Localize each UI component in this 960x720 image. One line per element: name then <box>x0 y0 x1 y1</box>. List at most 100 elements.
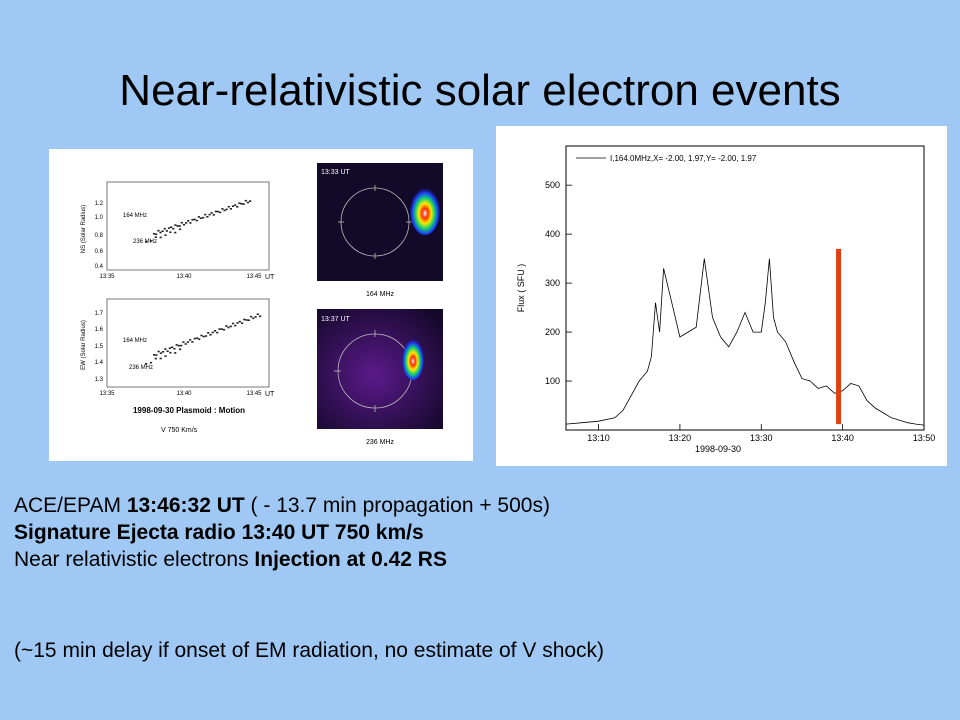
scatter-point <box>154 357 157 360</box>
scatter-point <box>155 354 158 356</box>
scatter-point <box>145 363 148 365</box>
scatter-point <box>159 357 162 360</box>
scatter-point <box>207 332 210 334</box>
scatter-point <box>241 322 244 324</box>
scatter-point <box>164 234 167 236</box>
y-axis-label: Flux ( SFU ) <box>516 264 526 313</box>
y-tick-label: 400 <box>545 229 560 239</box>
scatter-point <box>179 228 182 231</box>
ew-ytick: 1.5 <box>95 344 104 350</box>
scatter-point <box>182 341 185 343</box>
scatter-point <box>145 241 148 243</box>
ew-position-plot: EW (Solar Radius) 1.7 1.6 1.5 1.4 1.3 13… <box>81 298 275 398</box>
ew-label-164: 164 MHz <box>123 338 147 344</box>
ew-ylabel: EW (Solar Radius) <box>81 320 87 370</box>
scatter-point <box>199 217 203 219</box>
scatter-point <box>176 225 179 227</box>
scatter-point <box>186 341 189 343</box>
scatter-point <box>182 223 186 226</box>
slide-title: Near-relativistic solar electron events <box>119 66 841 115</box>
y-tick-label: 100 <box>545 376 560 386</box>
scatter-point <box>221 208 224 210</box>
scatter-point <box>214 210 218 213</box>
scatter-point <box>189 222 192 224</box>
ew-xunit: UT <box>265 391 275 398</box>
scatter-point <box>172 227 175 230</box>
x-tick-label: 13:20 <box>669 433 692 443</box>
scatter-point <box>174 352 177 354</box>
flux-chart: I,164.0MHz,X= -2.00, 1.97,Y= -2.00, 1.97… <box>516 145 935 454</box>
ns-ytick: 0.4 <box>95 264 104 270</box>
scatter-point <box>256 313 259 316</box>
scatter-point <box>238 202 241 204</box>
ace-epam-label: ACE/EPAM <box>14 494 127 517</box>
scatter-point <box>154 236 157 238</box>
scatter-point <box>179 348 182 351</box>
ns-position-plot: NS (Solar Radius) 1.2 1.0 0.8 0.6 0.4 13… <box>81 181 275 281</box>
scatter-point <box>210 212 213 214</box>
image-top-time: 13:33 UT <box>321 169 351 176</box>
ace-epam-time: 13:46:32 UT <box>126 494 245 517</box>
scatter-point <box>189 339 192 341</box>
scatter-point <box>164 348 167 350</box>
scatter-point <box>227 205 230 208</box>
scatter-point <box>219 211 222 214</box>
ew-ytick: 1.3 <box>95 377 104 383</box>
scatter-point <box>159 352 162 354</box>
scatter-point <box>223 209 226 212</box>
y-axis-ticks: 100 200 300 400 500 <box>545 180 572 386</box>
scatter-point <box>197 216 200 218</box>
ns-xtick: 13:35 <box>99 274 115 280</box>
scatter-point <box>174 224 177 226</box>
scatter-point <box>164 355 167 357</box>
scatter-point <box>159 236 162 239</box>
scatter-point <box>180 221 183 224</box>
scatter-point <box>234 204 237 206</box>
scatter-point <box>234 324 237 327</box>
ns-label-164: 164 MHz <box>123 213 147 219</box>
scatter-point <box>178 225 181 227</box>
ew-label-236: 236 MHz <box>129 365 153 371</box>
injection-value: Injection at 0.42 RS <box>254 548 447 571</box>
ew-ytick: 1.4 <box>95 360 104 366</box>
scatter-point <box>191 219 194 221</box>
scatter-point <box>217 210 220 213</box>
scatter-point <box>157 229 160 232</box>
scatter-point <box>242 203 245 205</box>
x-tick-label: 13:10 <box>587 433 610 443</box>
scatter-point <box>149 361 153 364</box>
scatter-point <box>162 351 165 353</box>
scatter-point <box>184 343 187 345</box>
scatter-point <box>204 213 207 216</box>
ns-ytick: 1.2 <box>95 201 104 207</box>
ew-ytick: 1.7 <box>95 311 104 317</box>
scatter-point <box>220 328 223 330</box>
delay-note: (~15 min delay if onset of EM radiation,… <box>14 639 605 662</box>
scatter-point <box>195 219 198 222</box>
scatter-point <box>161 230 164 232</box>
scatter-point <box>174 231 177 234</box>
scatter-point <box>211 331 214 334</box>
injection-label: Near relativistic electrons <box>14 548 255 571</box>
scatter-point <box>149 240 153 242</box>
scatter-point <box>202 216 205 219</box>
scatter-point <box>216 331 219 334</box>
ns-xunit: UT <box>265 274 275 281</box>
scatter-point <box>170 226 173 228</box>
scatter-point <box>175 344 178 346</box>
injection-line: Near relativistic electrons Injection at… <box>14 546 447 573</box>
radio-image-164mhz: 13:33 UT <box>317 163 443 281</box>
ew-xtick: 13:35 <box>99 391 115 397</box>
scatter-point <box>244 199 247 202</box>
scatter-point <box>166 350 169 352</box>
scatter-point <box>185 222 188 224</box>
scatter-point <box>222 328 226 331</box>
scatter-point <box>167 227 171 229</box>
scatter-point <box>195 337 199 339</box>
ns-ytick: 0.8 <box>95 233 104 239</box>
scatter-point <box>163 227 166 230</box>
ns-xtick: 13:45 <box>246 274 262 280</box>
ns-ytick: 1.0 <box>95 215 104 221</box>
scatter-point <box>169 231 172 233</box>
scatter-point <box>191 341 194 343</box>
